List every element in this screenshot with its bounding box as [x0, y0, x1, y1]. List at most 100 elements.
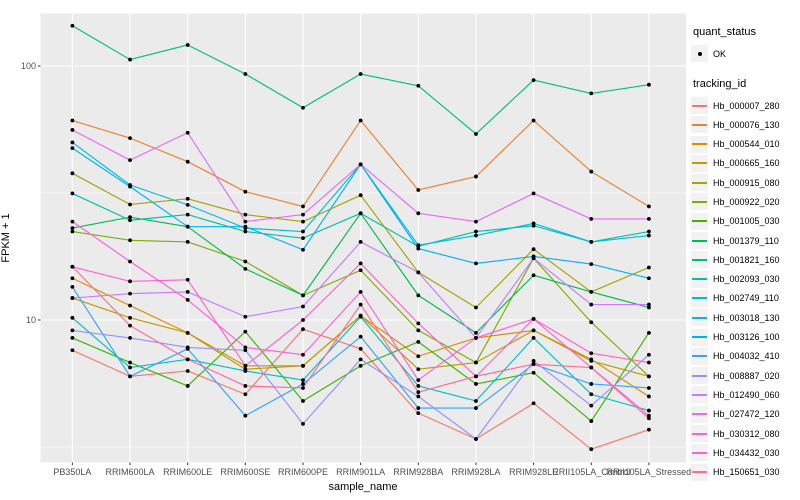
- data-point: [416, 378, 421, 382]
- data-point: [70, 264, 75, 269]
- data-point: [185, 202, 190, 207]
- data-point: [589, 382, 594, 386]
- data-point: [70, 219, 75, 224]
- legend-title-quant-status: quant_status: [693, 26, 756, 38]
- data-point: [358, 363, 363, 368]
- legend-item: Hb_003126_100: [691, 328, 799, 346]
- data-point: [474, 437, 478, 441]
- legend-item: Hb_000076_130: [691, 116, 799, 134]
- data-point: [474, 233, 478, 238]
- data-point: [128, 279, 132, 284]
- data-point: [185, 159, 190, 164]
- data-point: [185, 345, 190, 350]
- data-point: [531, 370, 536, 375]
- data-point: [531, 247, 536, 252]
- data-point: [243, 224, 248, 229]
- legend-item-label: Hb_000915_080: [713, 177, 780, 188]
- data-point: [531, 328, 536, 333]
- data-point: [416, 188, 421, 192]
- data-point: [647, 408, 651, 413]
- data-point: [301, 304, 305, 309]
- data-point: [301, 219, 305, 224]
- data-point: [358, 211, 363, 216]
- data-point: [185, 330, 190, 335]
- legend-item-label: Hb_001821_160: [713, 254, 780, 265]
- data-point: [531, 273, 536, 278]
- data-point: [301, 105, 305, 110]
- legend-key-swatch: [691, 328, 708, 346]
- data-point: [589, 351, 594, 356]
- legend: quant_status OK tracking_id Hb_000007_28…: [691, 26, 799, 483]
- data-point: [358, 193, 363, 198]
- legend-key-swatch: [691, 154, 708, 172]
- legend-line-icon: [692, 316, 707, 319]
- legend-line-icon: [692, 239, 707, 242]
- x-tick-label: RRII105LA_Stressed: [606, 467, 692, 477]
- data-point: [301, 318, 305, 322]
- data-point: [301, 363, 305, 368]
- data-point: [358, 334, 363, 339]
- data-point: [243, 384, 248, 388]
- legend-key-swatch: [691, 309, 708, 327]
- data-point: [416, 328, 421, 333]
- data-point: [474, 399, 478, 403]
- data-point: [474, 330, 478, 335]
- data-point: [474, 261, 478, 266]
- data-point: [531, 256, 536, 261]
- x-tick-label: PB350LA: [53, 467, 92, 477]
- data-point: [531, 359, 536, 363]
- legend-key-swatch: [691, 174, 708, 192]
- data-point: [647, 233, 651, 238]
- legend-line-icon: [692, 123, 707, 126]
- legend-title-tracking-id: tracking_id: [693, 78, 747, 90]
- legend-tracking-id-items: Hb_000007_280 Hb_000076_130 Hb_000544_010 H…: [691, 97, 799, 481]
- data-point: [128, 184, 132, 189]
- legend-line-icon: [692, 413, 707, 416]
- data-point: [647, 305, 651, 310]
- data-point: [647, 416, 651, 421]
- data-point: [301, 399, 305, 403]
- legend-item-label: Hb_003126_100: [713, 332, 780, 343]
- data-point: [647, 217, 651, 221]
- data-point: [531, 191, 536, 196]
- data-point: [243, 348, 248, 353]
- legend-item-label: Hb_000544_010: [713, 139, 780, 150]
- data-point: [301, 421, 305, 426]
- data-point: [474, 382, 478, 386]
- data-point: [70, 128, 75, 132]
- data-point: [647, 276, 651, 281]
- legend-item-label: Hb_027472_120: [713, 409, 780, 420]
- legend-key-swatch: [691, 270, 708, 288]
- data-point: [474, 305, 478, 310]
- legend-key-swatch: [691, 193, 708, 211]
- legend-line-icon: [692, 258, 707, 261]
- data-point: [416, 246, 421, 251]
- legend-line-icon: [692, 355, 707, 358]
- data-point: [416, 406, 421, 410]
- data-point: [531, 401, 536, 406]
- x-axis-title: sample_name: [328, 481, 398, 493]
- legend-key-swatch: [691, 251, 708, 269]
- data-point: [243, 369, 248, 373]
- data-point: [589, 169, 594, 174]
- legend-key-swatch: [691, 116, 708, 134]
- legend-key-swatch: [691, 212, 708, 230]
- data-point: [70, 229, 75, 234]
- data-point: [474, 336, 478, 340]
- data-point: [185, 369, 190, 373]
- legend-line-icon: [692, 200, 707, 203]
- data-point: [589, 217, 594, 221]
- y-tick-label: 100: [20, 61, 36, 71]
- legend-line-icon: [692, 432, 707, 435]
- data-point: [589, 365, 594, 370]
- data-point: [358, 314, 363, 319]
- data-point: [589, 403, 594, 408]
- x-tick-label: RRIM928BA: [393, 467, 444, 477]
- data-point: [128, 374, 132, 379]
- data-point: [531, 336, 536, 340]
- legend-key-swatch: [691, 425, 708, 443]
- data-point: [185, 196, 190, 201]
- point-symbol-icon: [697, 51, 702, 56]
- legend-line-icon: [692, 104, 707, 107]
- data-point: [70, 328, 75, 333]
